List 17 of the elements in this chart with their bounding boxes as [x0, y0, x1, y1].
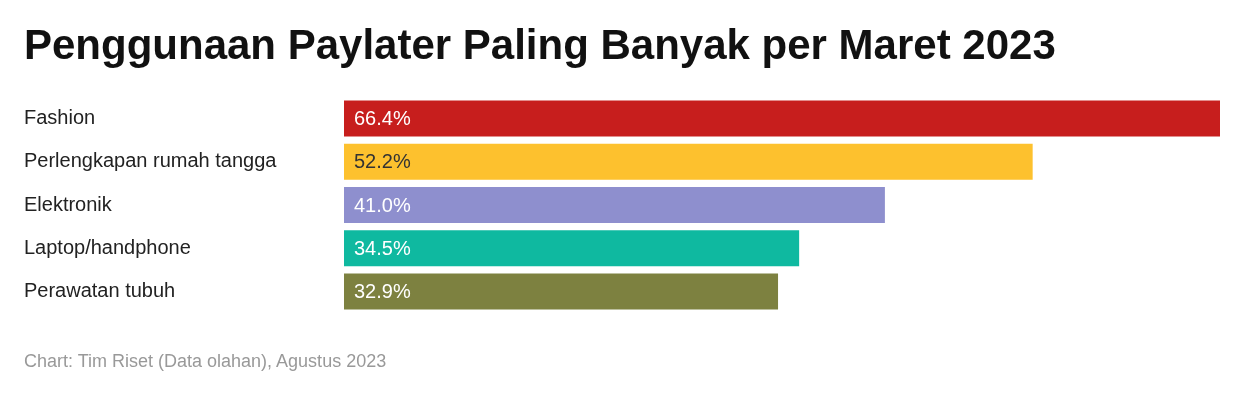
data-label: 52.2%: [354, 150, 411, 173]
bar: [344, 100, 1220, 137]
text: Chart: Tim Riset (Data olahan), Agustus 2023: [24, 351, 388, 372]
bar: [344, 230, 800, 267]
chart-title: Penggunaan Paylater Paling Banyak per Maret 2023: [24, 20, 1057, 70]
y-tick-label: Fashion: [24, 106, 96, 129]
data-label: 32.9%: [354, 279, 411, 302]
data-label: 41.0%: [354, 193, 411, 216]
bar: [344, 273, 779, 310]
data-label: 34.5%: [354, 236, 411, 259]
data-label: 66.4%: [354, 107, 411, 130]
y-tick-label: Elektronik: [24, 192, 113, 215]
bar: [344, 187, 885, 223]
y-tick-label: Perawatan tubuh: [24, 278, 176, 301]
y-tick-label: Laptop/handphone: [24, 235, 191, 258]
y-tick-label: Perlengkapan rumah tangga: [24, 149, 278, 172]
bar: [344, 143, 1033, 180]
